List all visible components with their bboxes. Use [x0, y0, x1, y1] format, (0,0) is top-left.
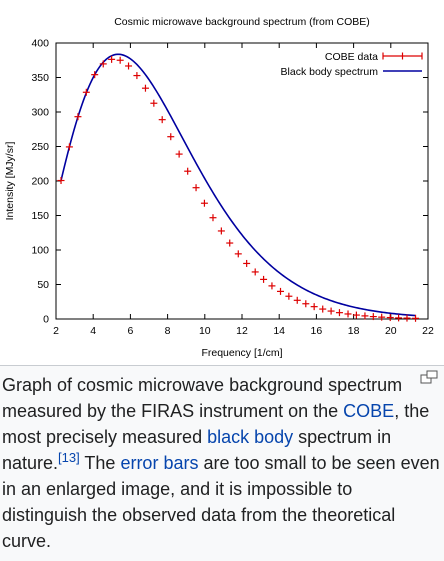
black-body-curve-layer	[60, 53, 416, 317]
cobe-data-point	[150, 99, 158, 107]
chart-figure: Cosmic microwave background spectrum (fr…	[4, 16, 434, 359]
cobe-data-points-layer	[57, 55, 420, 322]
cobe-data-point	[91, 71, 99, 79]
caption-text: , the most precisely measured	[2, 401, 430, 447]
cobe-data-point	[133, 72, 141, 80]
x-tick-label: 8	[165, 325, 171, 337]
axes: 2 4 6 8 10 12 14 16 18 20 22 0 50 100 150 200 250 300 350 4…	[31, 38, 434, 338]
cobe-data-point	[57, 177, 65, 185]
black-body-curve	[60, 53, 416, 317]
cobe-data-point	[310, 303, 318, 311]
x-tick-label: 4	[90, 325, 96, 337]
figure-caption: Graph of cosmic microwave background spe…	[2, 372, 440, 554]
y-tick-label: 150	[31, 210, 49, 222]
citation-link[interactable]: [13]	[58, 450, 80, 465]
cobe-data-point	[412, 314, 420, 322]
cobe-data-point	[395, 314, 403, 322]
y-tick-label: 100	[31, 245, 49, 257]
cobe-data-point	[217, 227, 225, 235]
plot-frame	[55, 42, 429, 320]
cobe-data-point	[200, 199, 208, 207]
cobe-data-point	[234, 250, 242, 258]
cobe-data-point	[175, 150, 183, 158]
cobe-data-point	[277, 287, 285, 295]
cobe-data-point	[251, 268, 259, 276]
cobe-data-point	[125, 62, 133, 70]
y-tick-label: 50	[37, 279, 49, 291]
cobe-data-point	[352, 311, 360, 319]
y-tick-label: 400	[31, 38, 49, 50]
legend-label-black-body: Black body spectrum	[281, 66, 379, 78]
x-tick-label: 14	[273, 325, 285, 337]
cobe-data-point	[285, 292, 293, 300]
enlarge-icon[interactable]	[420, 370, 438, 384]
cobe-data-point	[74, 113, 82, 121]
cobe-data-point	[378, 313, 386, 321]
x-tick-label: 10	[199, 325, 211, 337]
cobe-data-point	[167, 133, 175, 141]
figure-caption-box: Graph of cosmic microwave background spe…	[0, 365, 444, 561]
x-tick-label: 12	[236, 325, 248, 337]
x-tick-label: 16	[311, 325, 323, 337]
cobe-data-point	[226, 239, 234, 247]
caption-text: are too small to be seen even in an enla…	[2, 453, 440, 551]
x-axis-label: Frequency [1/cm]	[201, 347, 282, 359]
x-tick-label: 6	[127, 325, 133, 337]
cobe-data-point	[335, 309, 343, 317]
cobe-data-point	[243, 259, 251, 267]
cobe-data-point	[260, 275, 268, 283]
cobe-data-point	[293, 296, 301, 304]
caption-text: Graph of cosmic microwave background spe…	[2, 375, 403, 421]
cobe-data-point	[82, 88, 90, 96]
y-tick-label: 350	[31, 72, 49, 84]
x-tick-label: 22	[422, 325, 434, 337]
cobe-data-point	[268, 282, 276, 290]
cobe-data-point	[116, 56, 124, 64]
cobe-data-point	[184, 167, 192, 175]
chart: Cosmic microwave background spectrum (fr…	[4, 16, 434, 359]
y-tick-label: 250	[31, 141, 49, 153]
cobe-data-point	[344, 310, 352, 318]
legend-sample-cobe-data	[382, 52, 423, 60]
cobe-data-point	[403, 314, 411, 322]
chart-title: Cosmic microwave background spectrum (fr…	[114, 16, 370, 28]
cobe-data-point	[361, 312, 369, 320]
cobe-data-point	[99, 60, 107, 68]
cobe-data-point	[327, 307, 335, 315]
y-tick-label: 300	[31, 107, 49, 119]
legend: COBE data Black body spectrum	[281, 51, 423, 78]
cobe-data-point	[192, 184, 200, 192]
x-tick-label: 18	[348, 325, 360, 337]
black-body-link[interactable]: black body	[207, 427, 294, 447]
cobe-data-point	[302, 300, 310, 308]
cobe-link[interactable]: COBE	[343, 401, 395, 421]
cobe-data-point	[141, 84, 149, 92]
cobe-data-point	[319, 305, 327, 313]
legend-label-cobe-data: COBE data	[325, 51, 378, 63]
x-tick-label: 2	[53, 325, 59, 337]
y-tick-label: 0	[43, 314, 49, 326]
cobe-data-point	[386, 314, 394, 322]
caption-text: spectrum in nature.	[2, 427, 392, 473]
cobe-data-point	[209, 214, 217, 222]
cobe-data-point	[65, 143, 73, 151]
y-tick-label: 200	[31, 176, 49, 188]
x-tick-label: 20	[385, 325, 397, 337]
cobe-data-point	[108, 55, 116, 63]
cobe-data-point	[369, 313, 377, 321]
y-axis-label: Intensity [MJy/sr]	[4, 142, 16, 221]
error-bars-link[interactable]: error bars	[120, 453, 199, 473]
caption-text: The	[79, 453, 121, 473]
cobe-data-point	[158, 116, 166, 124]
